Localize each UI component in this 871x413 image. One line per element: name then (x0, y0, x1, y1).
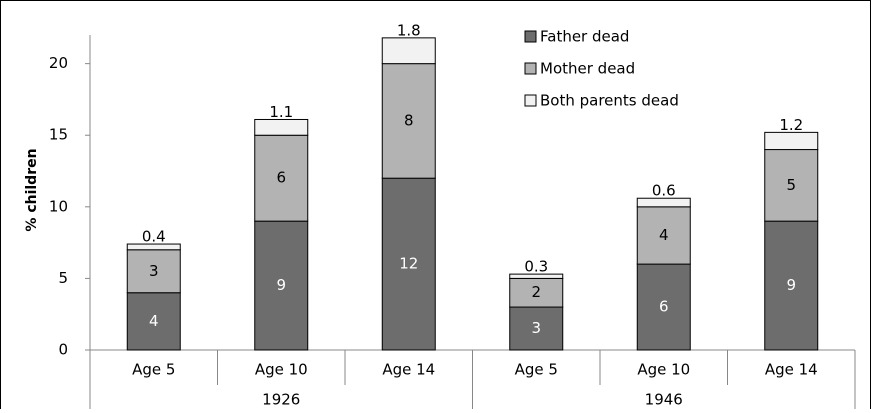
group-label: 1946 (645, 391, 683, 409)
data-label: 4 (659, 226, 669, 244)
data-label: 6 (276, 169, 286, 187)
data-label: 0.3 (524, 258, 548, 276)
y-tick-label: 10 (49, 197, 68, 215)
data-label: 9 (276, 276, 286, 294)
data-label: 0.6 (652, 182, 676, 200)
y-axis-label: % children (24, 148, 40, 231)
bar-segment (509, 277, 564, 308)
bar-segment (636, 197, 691, 208)
data-label: 2 (531, 283, 541, 301)
bar-segment (254, 118, 309, 136)
bar-segment (381, 63, 436, 179)
data-label: 0.4 (142, 228, 166, 246)
data-label: 1.8 (397, 21, 421, 39)
data-label: 4 (149, 312, 159, 330)
data-label: 12 (399, 255, 418, 273)
x-tick-label: Age 5 (132, 361, 175, 379)
x-tick-label: Age 14 (765, 361, 818, 379)
data-label: 8 (404, 111, 414, 129)
y-tick-label: 0 (58, 341, 68, 359)
data-label: 5 (786, 176, 796, 194)
bar-segment (509, 273, 564, 279)
y-tick-label: 15 (49, 126, 68, 144)
data-label: 9 (786, 276, 796, 294)
data-label: 3 (531, 319, 541, 337)
bar-segment (126, 243, 181, 251)
legend-label: Mother dead (540, 60, 635, 78)
legend-swatch (524, 30, 537, 43)
legend-label: Father dead (540, 28, 629, 46)
legend-label: Both parents dead (540, 92, 679, 110)
data-label: 3 (149, 262, 159, 280)
bar-segment (254, 220, 309, 351)
x-tick-label: Age 10 (637, 361, 690, 379)
legend-swatch (524, 94, 537, 107)
bar-segment (764, 131, 819, 151)
bar-segment (381, 37, 436, 65)
y-tick-label: 20 (49, 54, 68, 72)
data-label: 1.2 (779, 116, 803, 134)
data-label: 6 (659, 298, 669, 316)
x-tick-label: Age 14 (382, 361, 435, 379)
x-tick-label: Age 10 (255, 361, 308, 379)
group-label: 1926 (262, 391, 300, 409)
data-label: 1.1 (269, 103, 293, 121)
bar-segment (636, 263, 691, 351)
x-tick-label: Age 5 (515, 361, 558, 379)
y-tick-label: 5 (58, 269, 68, 287)
legend-swatch (524, 62, 537, 75)
